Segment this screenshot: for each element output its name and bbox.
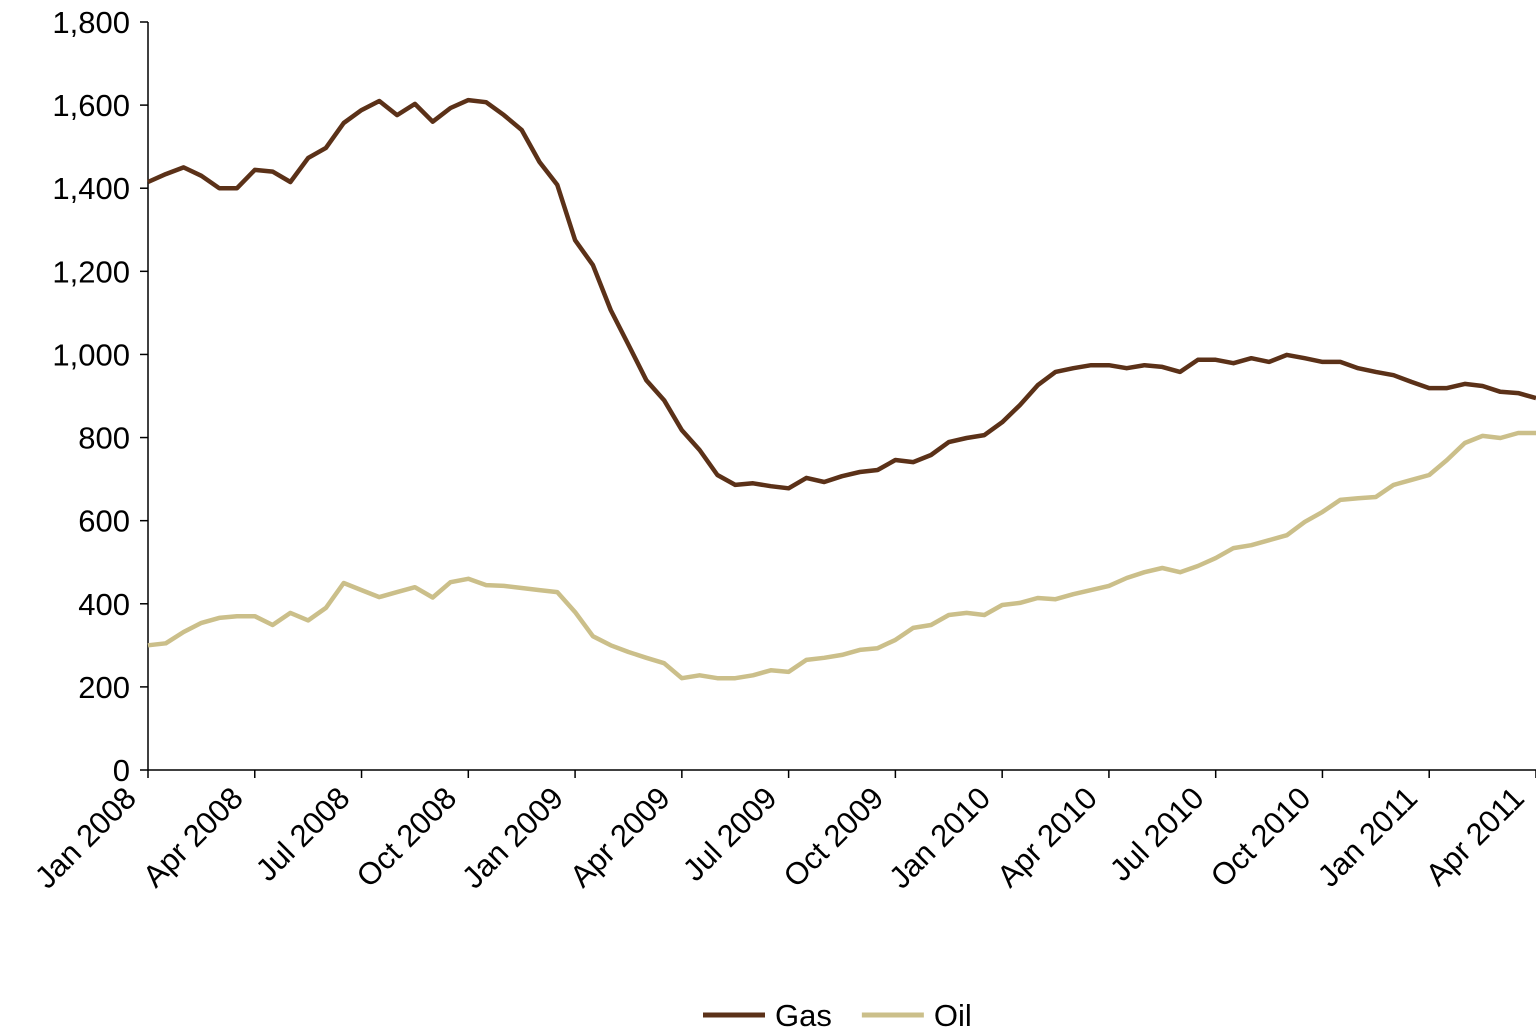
y-tick-label: 1,600 [52,88,130,123]
series-line [147,430,1536,681]
y-tick-label: 1,800 [52,5,130,40]
y-tick-label: 1,200 [52,254,130,289]
x-tick-label: Jan 2010 [882,780,997,895]
x-tick-label: Apr 2010 [990,780,1104,894]
y-tick-label: 0 [113,753,130,788]
x-tick-label: Apr 2008 [136,780,250,894]
x-tick-label: Jan 2009 [455,780,570,895]
series-line [147,97,1536,491]
x-tick-label: Oct 2009 [777,780,891,894]
x-tick-label: Jul 2009 [676,780,784,888]
x-tick-label: Apr 2009 [563,780,677,894]
x-tick-label: Oct 2010 [1204,780,1318,894]
x-tick-label: Apr 2011 [1419,780,1531,892]
x-tick-label: Oct 2008 [350,780,464,894]
x-tick-label: Jul 2010 [1103,780,1211,888]
x-tick-label: Jan 2011 [1311,780,1424,893]
y-tick-label: 400 [78,587,130,622]
y-tick-label: 1,400 [52,171,130,206]
x-tick-label: Jul 2008 [249,780,357,888]
y-tick-label: 1,000 [52,337,130,372]
y-tick-label: 200 [78,670,130,705]
y-tick-label: 600 [78,504,130,539]
y-tick-label: 800 [78,421,130,456]
legend-label: Oil [934,998,972,1029]
x-tick-label: Jan 2008 [28,780,143,895]
legend-label: Gas [775,998,832,1029]
